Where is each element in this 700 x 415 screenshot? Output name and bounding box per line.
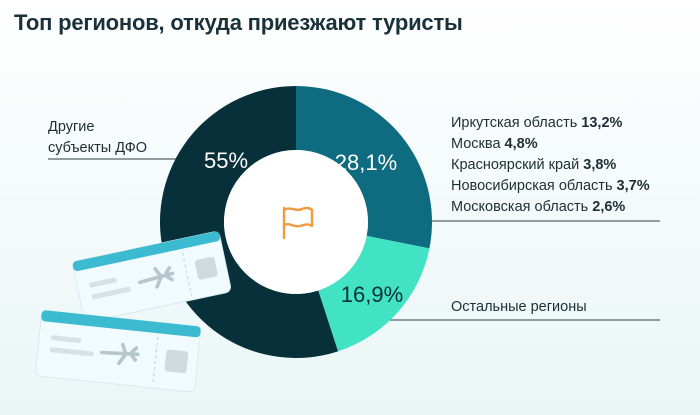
dfo-label: Другие субъекты ДФО [48, 117, 147, 159]
region-name: Красноярский край [451, 157, 584, 173]
region-row: Москва 4,8% [451, 134, 650, 155]
region-row: Красноярский край 3,8% [451, 155, 650, 176]
slice-value-label: 55% [204, 148, 248, 173]
dfo-label-line: субъекты ДФО [48, 140, 148, 156]
slice-remaining [318, 235, 430, 352]
region-value: 13,2% [581, 115, 623, 131]
dfo-label-line: Другие [48, 119, 95, 135]
region-name: Московская область [451, 199, 593, 215]
region-row: Иркутская область 13,2% [451, 113, 650, 134]
slice-top-regions [296, 86, 432, 249]
region-name: Иркутская область [451, 115, 582, 131]
region-value: 3,7% [616, 178, 650, 194]
flag-icon [282, 206, 314, 240]
page-title: Топ регионов, откуда приезжают туристы [14, 10, 463, 35]
donut-hole [224, 150, 368, 294]
region-value: 3,8% [583, 157, 617, 173]
ticket-icon [35, 310, 202, 393]
region-value: 2,6% [592, 199, 626, 215]
slice-value-label: 28,1% [335, 150, 397, 175]
remaining-label: Остальные регионы [451, 299, 587, 315]
donut-slices [160, 86, 432, 359]
region-value: 4,8% [504, 136, 538, 152]
ticket-icon [72, 231, 231, 323]
top-regions-list: Иркутская область 13,2% Москва 4,8% Красно… [451, 113, 650, 218]
plane-icon [100, 342, 140, 366]
region-row: Московская область 2,6% [451, 197, 650, 218]
plane-icon [137, 266, 175, 289]
slice-value-labels: 28,1% 16,9% 55% [204, 148, 403, 307]
region-row: Новосибирская область 3,7% [451, 176, 650, 197]
region-name: Новосибирская область [451, 178, 617, 194]
region-name: Москва [451, 136, 505, 152]
dfo-label-text: Другие субъекты ДФО [48, 117, 147, 159]
slice-value-label: 16,9% [341, 282, 403, 307]
